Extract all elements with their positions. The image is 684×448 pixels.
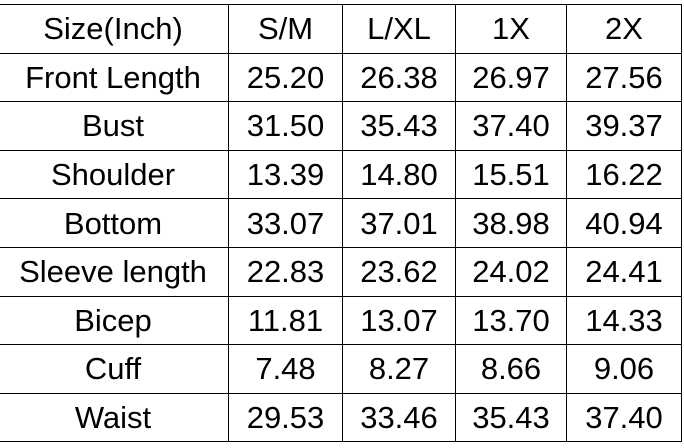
measurement-label: Cuff: [0, 344, 229, 394]
measurement-label: Sleeve length: [0, 246, 229, 297]
measurement-value: 16.22: [566, 149, 682, 200]
measurement-value: 37.40: [455, 101, 567, 151]
measurement-label: Front Length: [0, 52, 229, 103]
measurement-value: 8.66: [455, 344, 567, 394]
table-row: Sleeve length 22.83 23.62 24.02 24.41: [0, 246, 682, 297]
measurement-value: 13.70: [455, 295, 567, 346]
measurement-label: Bottom: [0, 198, 229, 248]
header-cell: Size(Inch): [0, 4, 229, 54]
measurement-value: 40.94: [566, 198, 682, 248]
measurement-value: 14.80: [342, 149, 456, 200]
measurement-value: 26.38: [342, 52, 456, 103]
table-row: Bicep 11.81 13.07 13.70 14.33: [0, 295, 682, 346]
measurement-value: 11.81: [228, 295, 343, 346]
measurement-value: 9.06: [566, 344, 682, 394]
measurement-value: 7.48: [228, 344, 343, 394]
header-cell: S/M: [228, 4, 343, 54]
measurement-value: 37.01: [342, 198, 456, 248]
header-cell: 2X: [566, 4, 682, 54]
measurement-value: 35.43: [342, 101, 456, 151]
table-row: Waist 29.53 33.46 35.43 37.40: [0, 392, 682, 443]
measurement-value: 33.46: [342, 392, 456, 443]
table-row: Bottom 33.07 37.01 38.98 40.94: [0, 198, 682, 248]
measurement-value: 38.98: [455, 198, 567, 248]
measurement-label: Waist: [0, 392, 229, 443]
measurement-value: 31.50: [228, 101, 343, 151]
measurement-value: 35.43: [455, 392, 567, 443]
measurement-label: Bust: [0, 101, 229, 151]
measurement-value: 8.27: [342, 344, 456, 394]
measurement-value: 29.53: [228, 392, 343, 443]
measurement-value: 23.62: [342, 246, 456, 297]
table-row: Cuff 7.48 8.27 8.66 9.06: [0, 344, 682, 394]
measurement-label: Bicep: [0, 295, 229, 346]
measurement-value: 24.41: [566, 246, 682, 297]
size-chart-table: Size(Inch) S/M L/XL 1X 2X Front Length 25…: [0, 4, 682, 443]
measurement-label: Shoulder: [0, 149, 229, 200]
measurement-value: 27.56: [566, 52, 682, 103]
header-cell: 1X: [455, 4, 567, 54]
header-cell: L/XL: [342, 4, 456, 54]
measurement-value: 26.97: [455, 52, 567, 103]
measurement-value: 22.83: [228, 246, 343, 297]
table-row: Shoulder 13.39 14.80 15.51 16.22: [0, 149, 682, 200]
measurement-value: 25.20: [228, 52, 343, 103]
measurement-value: 13.39: [228, 149, 343, 200]
table-row: Front Length 25.20 26.38 26.97 27.56: [0, 52, 682, 103]
measurement-value: 24.02: [455, 246, 567, 297]
measurement-value: 39.37: [566, 101, 682, 151]
table-row: Bust 31.50 35.43 37.40 39.37: [0, 101, 682, 151]
measurement-value: 15.51: [455, 149, 567, 200]
measurement-value: 33.07: [228, 198, 343, 248]
measurement-value: 37.40: [566, 392, 682, 443]
measurement-value: 14.33: [566, 295, 682, 346]
header-row: Size(Inch) S/M L/XL 1X 2X: [0, 4, 682, 54]
measurement-value: 13.07: [342, 295, 456, 346]
